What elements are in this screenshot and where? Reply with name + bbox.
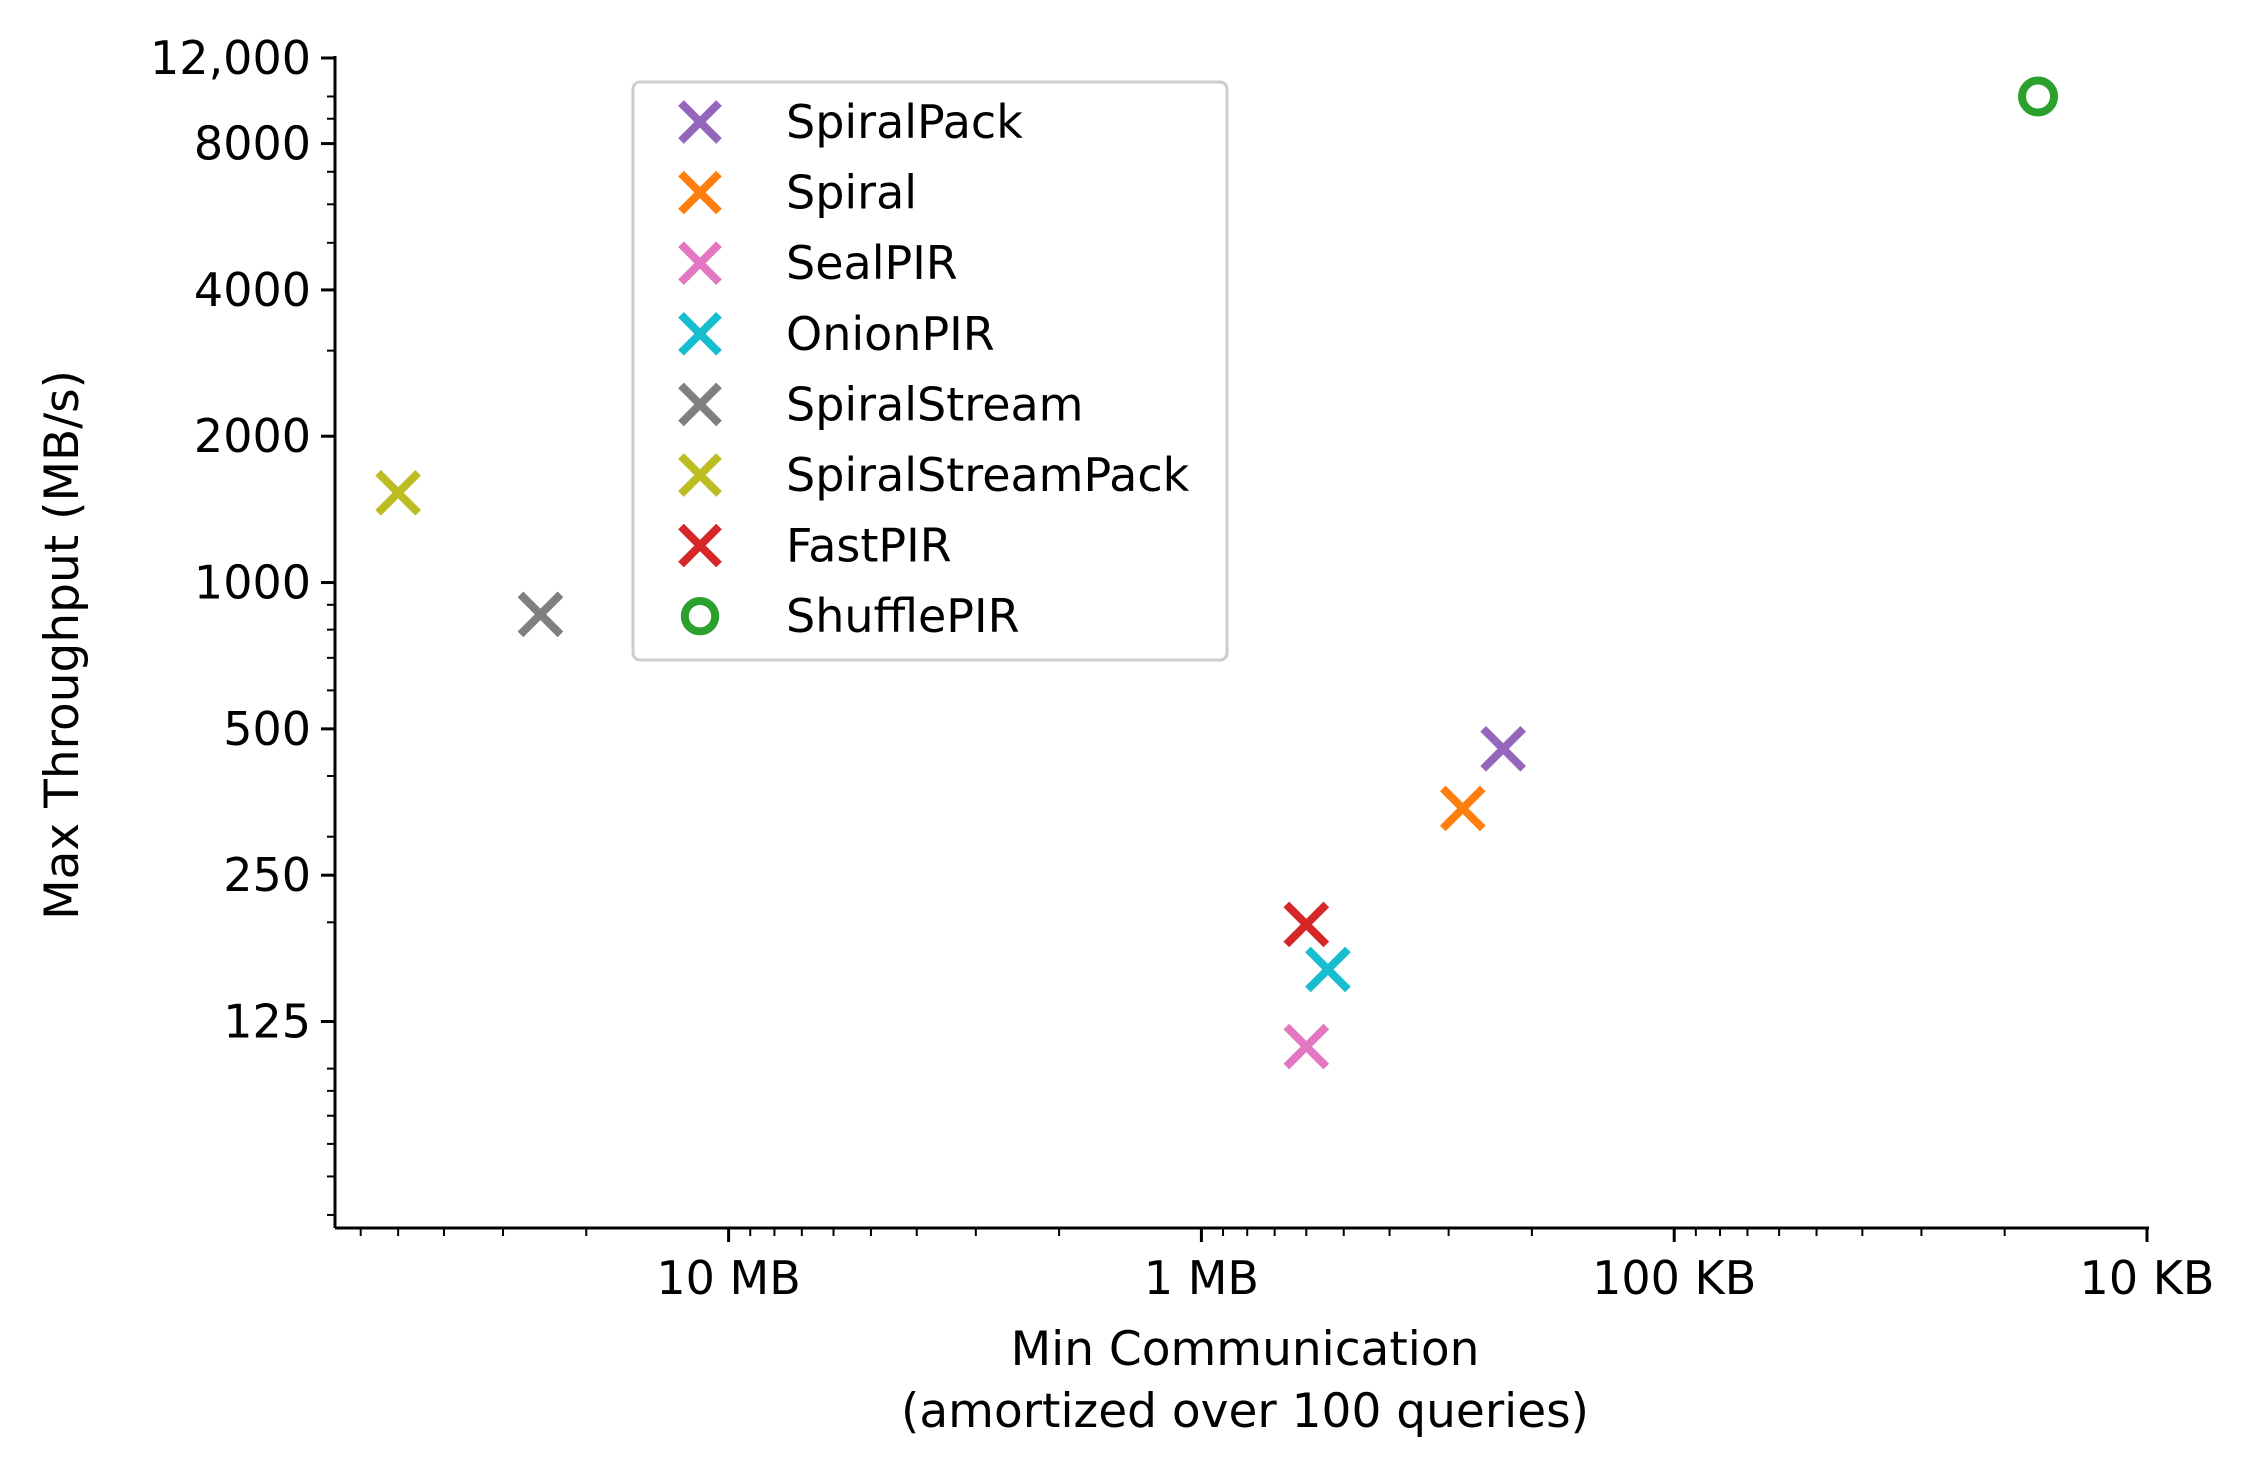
x-tick-label: 1 MB: [1144, 1251, 1259, 1305]
legend-label-seal-pir: SealPIR: [786, 236, 958, 290]
y-tick-label: 1000: [194, 556, 311, 610]
legend-box: [631, 80, 1229, 662]
marker-stroke: [678, 241, 722, 286]
axes: 10 MB 1 MB 100 KB 10 KB 125 250 500 1000 2000 400…: [150, 31, 2214, 1305]
marker-stroke: [1283, 1023, 1330, 1070]
marker-stroke: [1283, 901, 1330, 948]
marker-circle: [680, 597, 720, 636]
legend-marker-onion-pir: [678, 311, 722, 356]
data-point-onion-pir: [1305, 946, 1351, 993]
marker-stroke: [678, 523, 722, 568]
data-point-fast-pir: [1283, 901, 1330, 948]
legend-marker-fast-pir: [678, 523, 722, 568]
marker-stroke: [678, 170, 722, 215]
y-axis-label: Max Throughput (MB/s): [35, 370, 90, 920]
axis-labels: Min Communication (amortized over 100 qu…: [35, 370, 1589, 1439]
y-tick-label: 250: [223, 848, 311, 902]
legend-label-onion-pir: OnionPIR: [786, 307, 995, 361]
x-tick-label: 10 KB: [2080, 1251, 2215, 1305]
legend-label-spiral-pack: SpiralPack: [786, 95, 1023, 149]
legend: SpiralPack Spiral SealPIR OnionPIR SpiralStr…: [631, 80, 1229, 662]
data-point-seal-pir: [1283, 1023, 1330, 1070]
marker-stroke: [678, 382, 722, 427]
legend-label-fast-pir: FastPIR: [786, 519, 952, 573]
legend-label-spiral-stream: SpiralStream: [786, 377, 1084, 431]
legend-marker-spiral-stream: [678, 382, 722, 427]
marker-stroke: [1439, 785, 1486, 832]
legend-label-shuffle-pir: ShufflePIR: [786, 589, 1020, 643]
legend-marker-seal-pir: [678, 241, 722, 286]
data-point-shuffle-pir: [2018, 76, 2059, 117]
marker-stroke: [517, 591, 564, 638]
y-tick-label: 125: [223, 995, 311, 1049]
data-point-spiral-stream-pack: [375, 469, 421, 516]
y-tick-label: 8000: [194, 117, 311, 171]
x-tick-label: 100 KB: [1592, 1251, 1756, 1305]
y-tick-label: 2000: [194, 409, 311, 463]
data-points: [375, 76, 2059, 1070]
marker-stroke: [375, 469, 421, 516]
legend-marker-shuffle-pir: [680, 597, 720, 636]
legend-label-spiral: Spiral: [786, 166, 917, 220]
marker-stroke: [1480, 725, 1527, 772]
marker-stroke: [1305, 946, 1351, 993]
legend-marker-spiral: [678, 170, 722, 215]
x-tick-label: 10 MB: [656, 1251, 800, 1305]
marker-stroke: [678, 453, 722, 497]
legend-marker-spiral-stream-pack: [678, 453, 722, 497]
x-axis-label: Min Communication: [1011, 1322, 1480, 1377]
data-point-spiral: [1439, 785, 1486, 832]
y-tick-label: 500: [223, 702, 311, 756]
y-tick-label: 4000: [194, 263, 311, 317]
legend-label-spiral-stream-pack: SpiralStreamPack: [786, 448, 1190, 502]
marker-circle: [2018, 76, 2059, 117]
x-axis-sublabel: (amortized over 100 queries): [901, 1384, 1589, 1439]
marker-stroke: [678, 100, 722, 144]
legend-marker-spiral-pack: [678, 100, 722, 144]
y-tick-label: 12,000: [150, 31, 311, 85]
data-point-spiral-pack: [1480, 725, 1527, 772]
marker-stroke: [678, 311, 722, 356]
data-point-spiral-stream: [517, 591, 564, 638]
